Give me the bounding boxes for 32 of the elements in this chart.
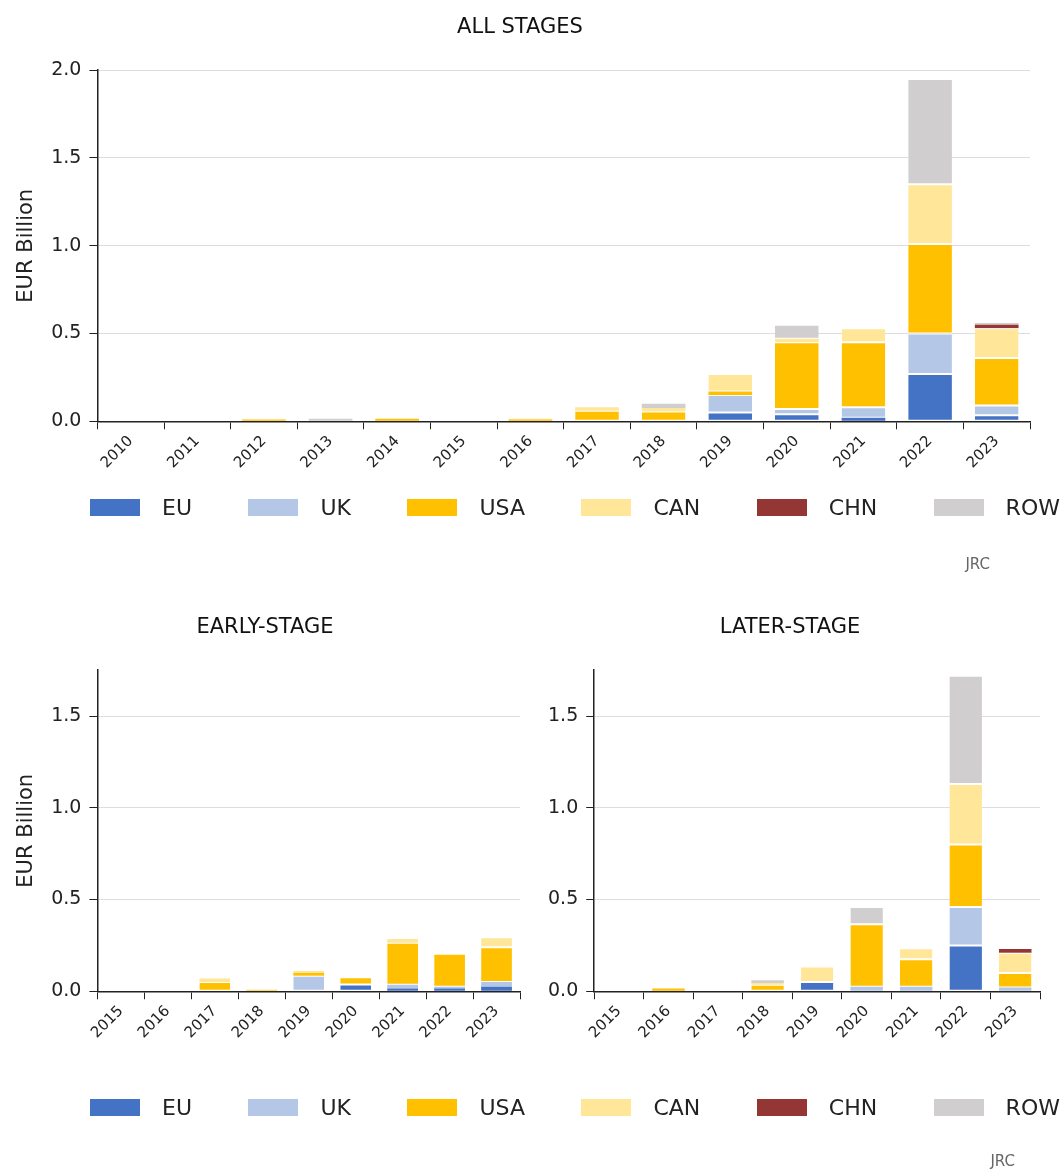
- text: JRC: [990, 1152, 1015, 1170]
- legend-label: CAN: [653, 495, 701, 520]
- chart-title: ALL STAGES: [457, 14, 583, 39]
- y-tick-label: 1.5: [51, 144, 82, 167]
- y-tick-label: 2.0: [51, 57, 82, 80]
- y-axis-title: EUR Billion: [13, 188, 38, 303]
- y-tick-label: 0.5: [51, 886, 82, 909]
- y-tick-label: 0.0: [51, 408, 82, 431]
- legend-label: UK: [320, 1095, 351, 1120]
- y-tick-label: 0.0: [51, 978, 82, 1001]
- legend-label: CHN: [828, 495, 878, 520]
- y-tick-label: 1.5: [51, 703, 82, 726]
- y-tick-label: 0.5: [51, 320, 82, 343]
- legend-label: UK: [320, 495, 351, 520]
- y-tick-label: 1.5: [548, 703, 579, 726]
- y-tick-label: 0.5: [548, 886, 579, 909]
- legend-label: USA: [479, 1095, 525, 1120]
- y-tick-label: 1.0: [51, 232, 82, 255]
- y-tick-label: 1.0: [548, 794, 579, 817]
- y-tick-label: 1.0: [51, 794, 82, 817]
- text: JRC: [965, 555, 990, 573]
- legend-label: EU: [162, 495, 193, 520]
- y-tick-label: 0.0: [548, 978, 579, 1001]
- legend-label: ROW: [1005, 495, 1060, 520]
- chart-title: EARLY-STAGE: [196, 614, 334, 639]
- legend-label: ROW: [1005, 1095, 1060, 1120]
- y-axis-title: EUR Billion: [13, 773, 38, 888]
- legend-label: CHN: [828, 1095, 878, 1120]
- chart-title: LATER-STAGE: [719, 614, 861, 639]
- legend-label: EU: [162, 1095, 193, 1120]
- legend-label: USA: [479, 495, 525, 520]
- legend-label: CAN: [653, 1095, 701, 1120]
